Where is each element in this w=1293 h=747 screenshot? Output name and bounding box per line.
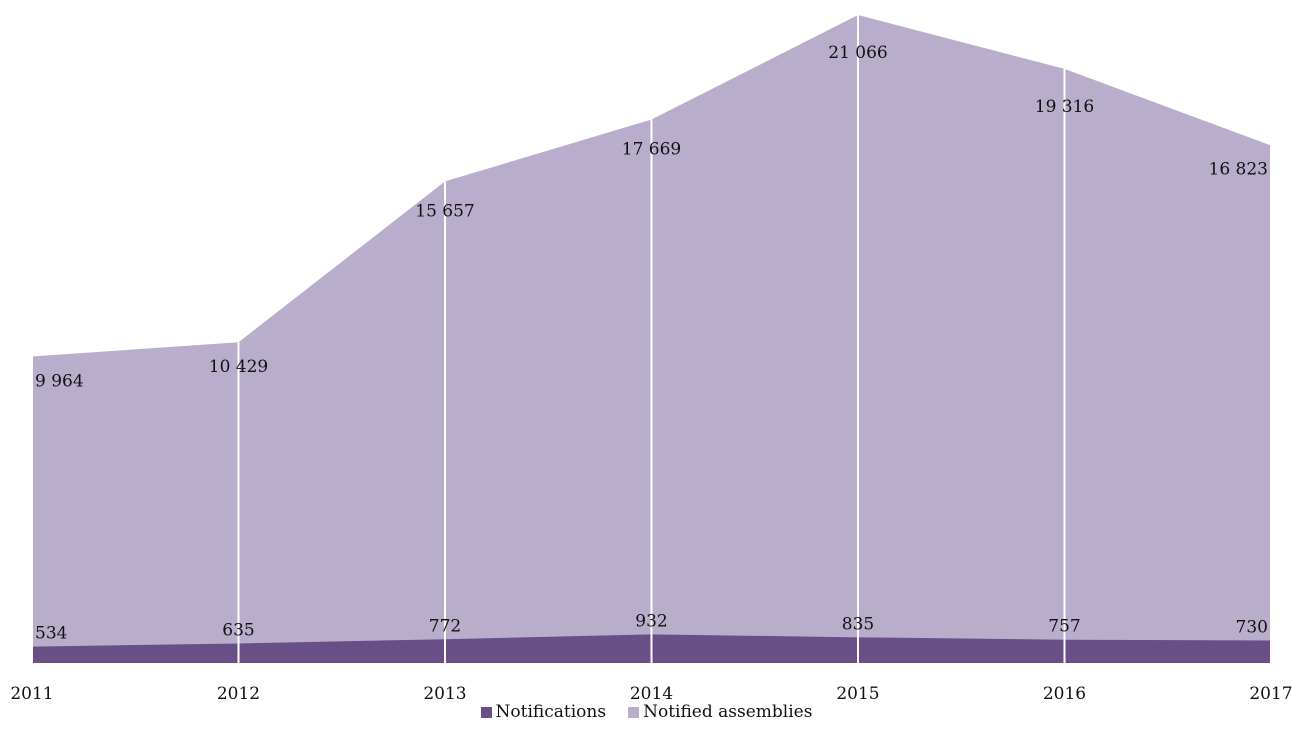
data-label-notified-assemblies: 21 066: [828, 43, 887, 63]
x-tick-label: 2014: [630, 684, 673, 700]
data-label-layer: 9 964 10 429 15 657 17 669 21 066 19 316 16 82…: [35, 43, 1268, 644]
legend-label-notified-assemblies: Notified assemblies: [643, 702, 813, 722]
data-label-notifications: 730: [1236, 618, 1268, 638]
legend-swatch-notifications: [480, 706, 492, 718]
data-label-notified-assemblies: 17 669: [622, 139, 681, 159]
data-label-notified-assemblies: 16 823: [1209, 160, 1268, 180]
x-tick-label: 2012: [217, 684, 260, 700]
data-label-notifications: 835: [842, 614, 874, 634]
data-label-notified-assemblies: 19 316: [1035, 97, 1094, 117]
x-tick-label: 2016: [1043, 684, 1086, 700]
data-label-notifications: 757: [1048, 617, 1080, 637]
grid-layer: [31, 15, 1272, 663]
data-label-notified-assemblies: 10 429: [209, 357, 268, 377]
legend-item-notifications: Notifications: [480, 702, 607, 722]
area-chart: 9 964 10 429 15 657 17 669 21 066 19 316 16 82…: [10, 15, 1293, 700]
data-label-notifications: 932: [635, 611, 667, 631]
x-tick-label: 2011: [10, 684, 53, 700]
data-label-notifications: 534: [35, 624, 67, 644]
data-label-notifications: 772: [429, 616, 461, 636]
data-label-notified-assemblies: 9 964: [35, 372, 84, 392]
x-axis-ticks: 2011 2012 2013 2014 2015 2016 2017: [10, 684, 1292, 700]
x-tick-label: 2013: [423, 684, 466, 700]
legend-swatch-notified-assemblies: [628, 706, 640, 718]
legend: Notifications Notified assemblies: [0, 700, 1293, 724]
legend-item-notified-assemblies: Notified assemblies: [628, 702, 812, 722]
legend-label-notifications: Notifications: [495, 702, 607, 722]
data-label-notifications: 635: [222, 620, 254, 640]
x-tick-label: 2015: [836, 684, 879, 700]
x-tick-label: 2017: [1249, 684, 1292, 700]
data-label-notified-assemblies: 15 657: [415, 201, 474, 221]
